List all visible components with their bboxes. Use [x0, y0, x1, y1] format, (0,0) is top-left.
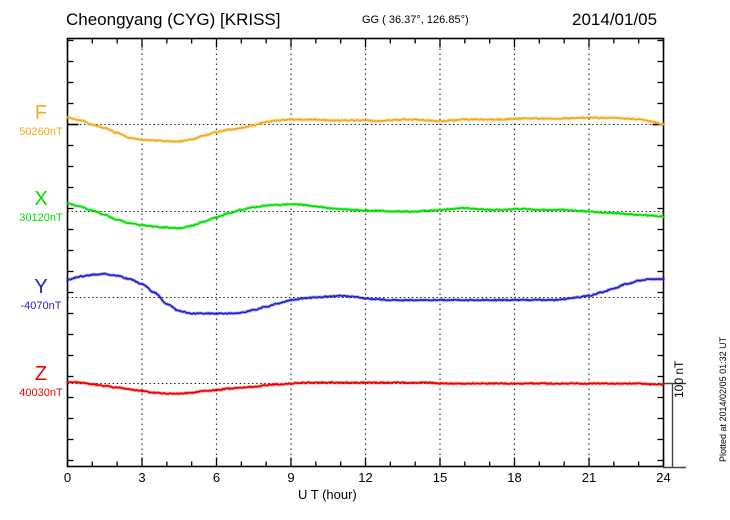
component-label-x: X 30120nT [10, 189, 72, 225]
x-tick-label: 3 [138, 470, 146, 485]
x-tick-label: 24 [656, 470, 671, 485]
geographic-coordinates: GG ( 36.37°, 126.85°) [362, 14, 469, 26]
component-baseline-x: 30120nT [19, 212, 63, 224]
scale-bar [663, 382, 686, 469]
component-label-z: Z 40030nT [10, 364, 72, 400]
observation-date: 2014/01/05 [572, 10, 658, 29]
vertical-gridlines [141, 38, 590, 467]
x-tick-label: 15 [432, 470, 448, 485]
x-tick-label: 21 [581, 470, 597, 485]
component-letter-z: Z [34, 363, 48, 385]
component-letter-y: Y [34, 276, 48, 298]
scale-bar-label: 100 nT [672, 360, 686, 398]
x-axis-title: U T (hour) [298, 487, 357, 502]
x-tick-label: 12 [358, 470, 373, 485]
component-baseline-z: 40030nT [19, 387, 63, 399]
plot-frame [66, 37, 665, 468]
plotted-at-timestamp: Plotted at 2014/02/05 01:32 UT [718, 336, 728, 462]
component-letter-f: F [34, 102, 48, 124]
component-label-y: Y -4070nT [10, 277, 72, 313]
x-tick-label: 9 [287, 470, 295, 485]
component-label-f: F 50260nT [10, 103, 72, 139]
axis-ticks [66, 38, 665, 467]
station-title: Cheongyang (CYG) [KRISS] [66, 10, 281, 29]
component-baseline-f: 50260nT [19, 126, 63, 138]
data-traces [65, 115, 666, 396]
x-tick-label: 6 [212, 470, 221, 485]
component-baseline-y: -4070nT [20, 300, 62, 312]
component-letter-x: X [34, 188, 48, 210]
x-tick-label: 18 [507, 470, 522, 485]
x-tick-label: 0 [63, 470, 72, 485]
